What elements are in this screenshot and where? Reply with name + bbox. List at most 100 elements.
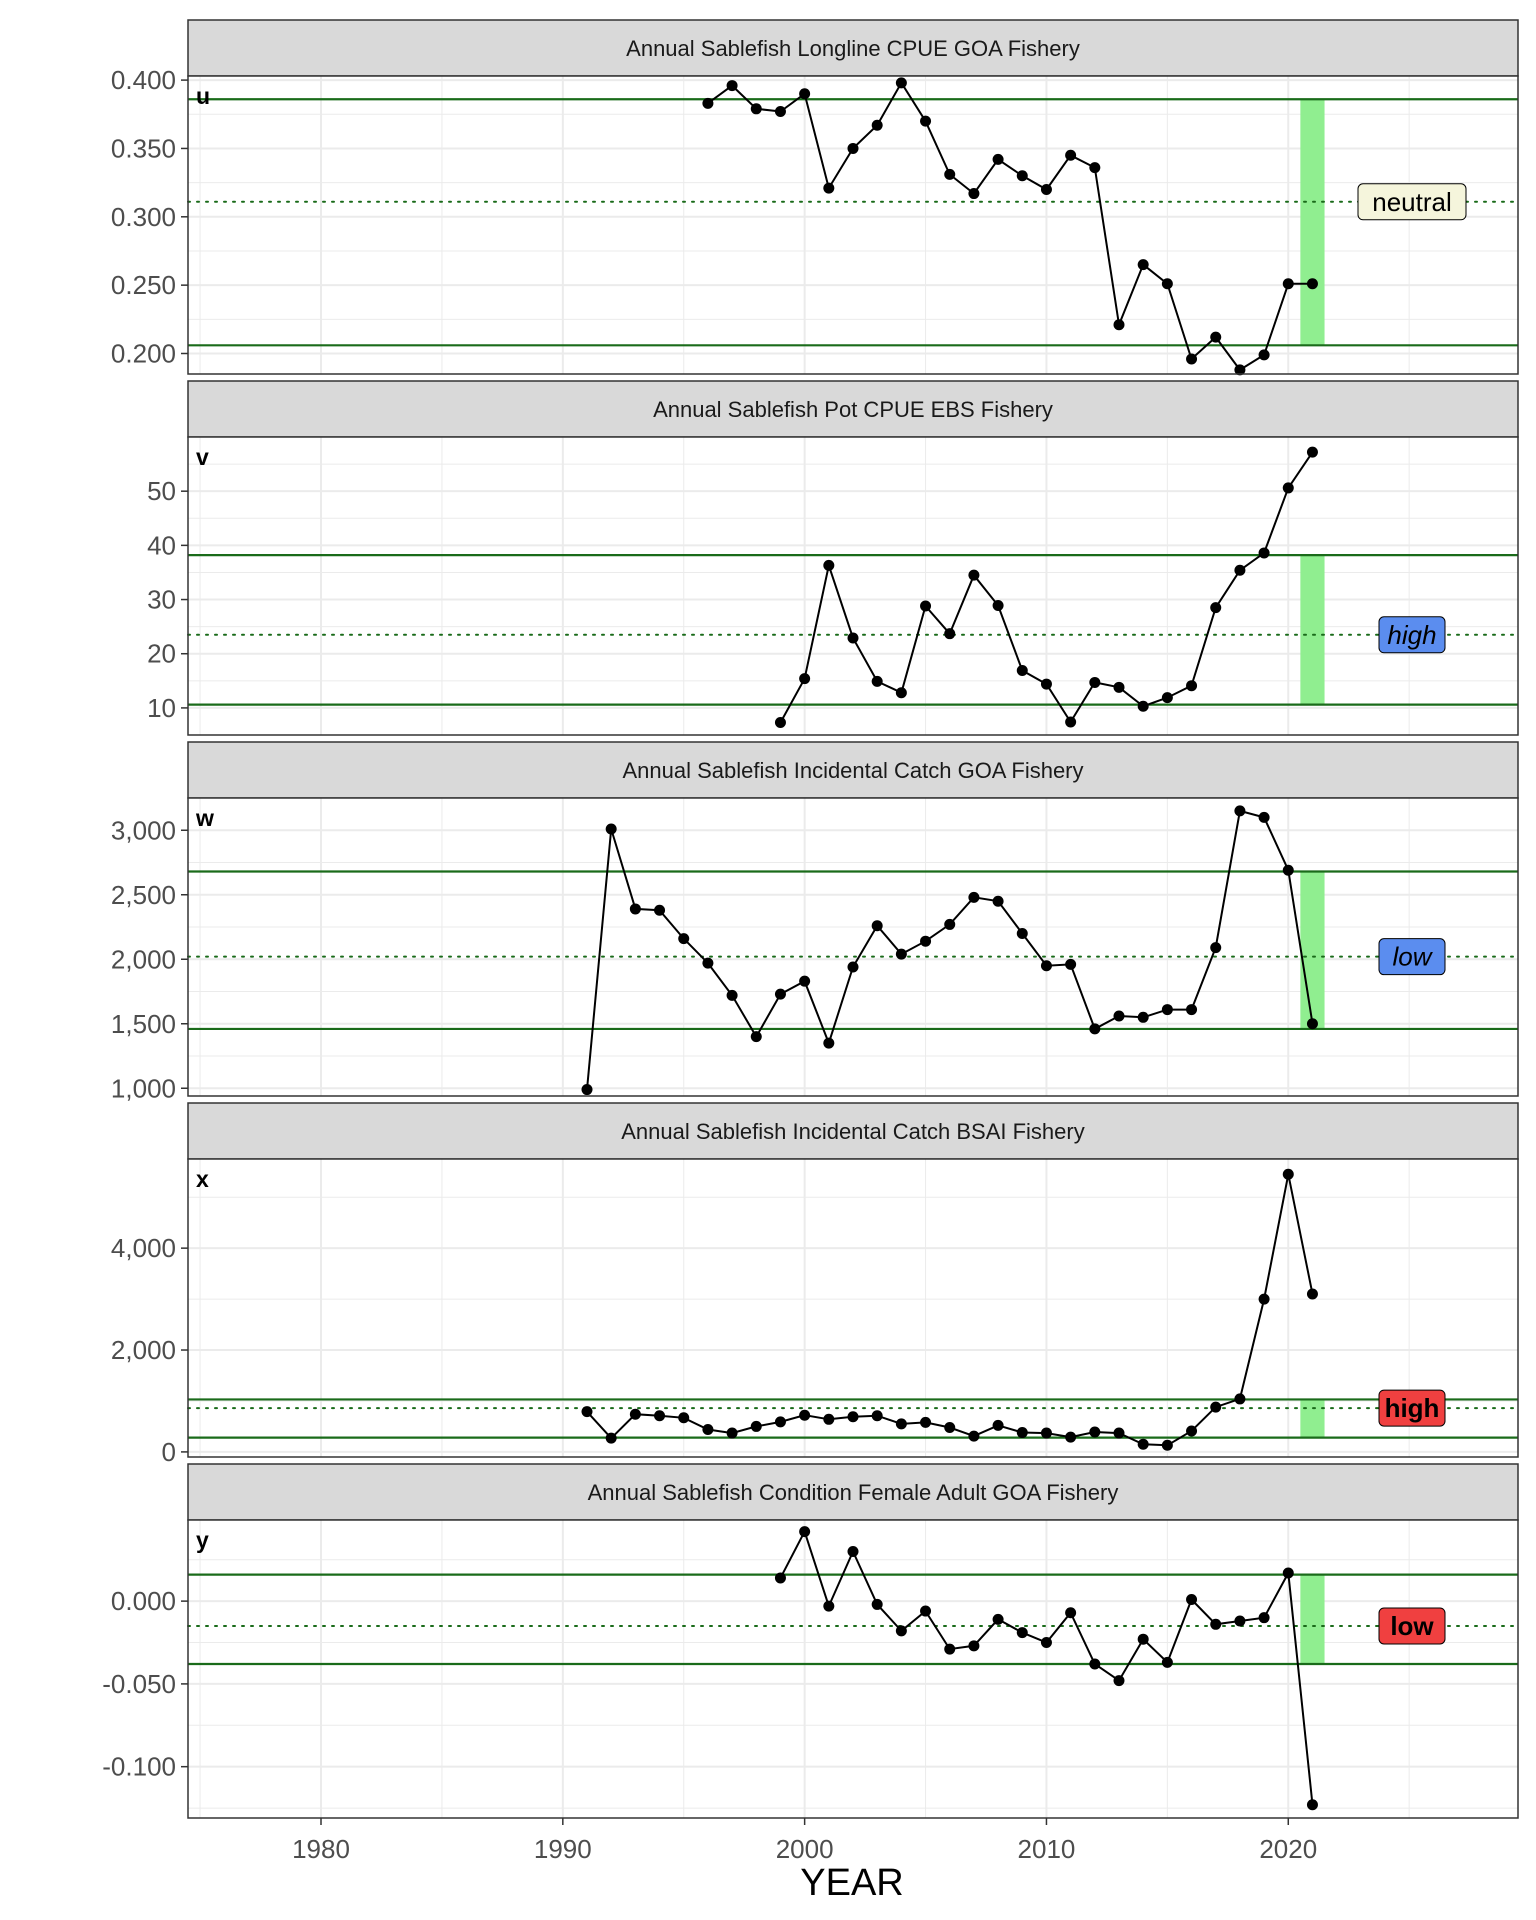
panel-strip xyxy=(187,19,1519,77)
data-point xyxy=(629,903,641,915)
data-point xyxy=(581,1406,593,1418)
data-point xyxy=(944,628,956,640)
data-point xyxy=(1089,1426,1101,1438)
data-point xyxy=(1258,1612,1270,1624)
panel-title: Annual Sablefish Longline CPUE GOA Fishe… xyxy=(626,36,1080,61)
x-tick-label: 1980 xyxy=(292,1834,350,1864)
data-point xyxy=(1186,353,1198,365)
y-tick-label: 10 xyxy=(147,693,176,723)
data-point xyxy=(1161,1439,1173,1451)
data-point xyxy=(1186,1425,1198,1437)
data-point xyxy=(1186,680,1198,692)
x-tick-label: 2000 xyxy=(776,1834,834,1864)
data-point xyxy=(605,1432,617,1444)
y-tick-label: 0.300 xyxy=(111,202,176,232)
data-point xyxy=(1234,1393,1246,1405)
panel-v: Annual Sablefish Pot CPUE EBS Fishery v 10… xyxy=(147,380,1519,736)
panels: Annual Sablefish Longline CPUE GOA Fishe… xyxy=(102,19,1519,1819)
y-tick-label: 20 xyxy=(147,639,176,669)
x-axis: 1980 1990 2000 2010 2020 xyxy=(292,1818,1317,1864)
status-badge-label: neutral xyxy=(1372,187,1452,217)
data-point xyxy=(871,1410,883,1422)
data-point xyxy=(1137,259,1149,271)
x-tick-label: 1990 xyxy=(534,1834,592,1864)
recent-year-highlight xyxy=(1300,871,1325,1029)
data-point xyxy=(968,1640,980,1652)
data-point xyxy=(678,1412,690,1424)
data-point xyxy=(992,153,1004,165)
data-point xyxy=(1016,1627,1028,1639)
data-point xyxy=(1040,1427,1052,1439)
status-badge xyxy=(1378,1607,1446,1645)
data-point xyxy=(799,673,811,685)
data-point xyxy=(774,717,786,729)
data-point xyxy=(944,1643,956,1655)
data-point xyxy=(968,569,980,581)
data-point xyxy=(581,1084,593,1096)
panel-tag: x xyxy=(196,1166,209,1192)
data-point xyxy=(895,687,907,699)
data-point xyxy=(702,1423,714,1435)
data-point xyxy=(920,600,932,612)
data-point xyxy=(1065,716,1077,728)
data-point xyxy=(726,80,738,92)
data-point xyxy=(1306,446,1318,458)
data-point xyxy=(992,1613,1004,1625)
data-point xyxy=(1258,349,1270,361)
data-point xyxy=(1258,1293,1270,1305)
panel-w: Annual Sablefish Incidental Catch GOA Fi… xyxy=(111,741,1519,1103)
panel-tag: y xyxy=(196,1527,209,1553)
data-point xyxy=(895,1625,907,1637)
data-point xyxy=(847,632,859,644)
data-point xyxy=(702,957,714,969)
data-point xyxy=(823,1413,835,1425)
data-point xyxy=(629,1408,641,1420)
data-point xyxy=(871,119,883,131)
data-point xyxy=(1016,1427,1028,1439)
data-point xyxy=(1186,1004,1198,1016)
status-badge xyxy=(1357,183,1467,221)
data-point xyxy=(1113,319,1125,331)
data-point xyxy=(823,1600,835,1612)
data-point xyxy=(774,106,786,118)
data-point xyxy=(944,1421,956,1433)
data-point xyxy=(1016,927,1028,939)
panel-border xyxy=(187,1519,1519,1819)
data-point xyxy=(1282,1567,1294,1579)
status-badge xyxy=(1378,938,1446,976)
data-point xyxy=(774,1572,786,1584)
panel-strip xyxy=(187,380,1519,438)
data-point xyxy=(799,88,811,100)
data-point xyxy=(799,1526,811,1538)
data-point xyxy=(1065,1607,1077,1619)
data-point xyxy=(1040,183,1052,195)
data-point xyxy=(992,895,1004,907)
data-point xyxy=(1282,482,1294,494)
data-point xyxy=(1089,1023,1101,1035)
panel-strip xyxy=(187,741,1519,799)
data-point xyxy=(1161,1004,1173,1016)
data-point xyxy=(1113,1675,1125,1687)
data-point xyxy=(654,904,666,916)
data-point xyxy=(1282,278,1294,290)
status-badge-label: high xyxy=(1387,620,1436,650)
status-badge xyxy=(1378,1389,1446,1427)
data-point xyxy=(968,188,980,200)
recent-year-highlight xyxy=(1300,99,1325,346)
panel-strip xyxy=(187,1102,1519,1160)
recent-year-highlight xyxy=(1300,1574,1325,1665)
data-point xyxy=(1306,1799,1318,1811)
data-point xyxy=(1040,1637,1052,1649)
data-point xyxy=(750,103,762,115)
y-tick-label: 50 xyxy=(147,476,176,506)
data-point xyxy=(1065,1431,1077,1443)
y-tick-label: 40 xyxy=(147,530,176,560)
data-point xyxy=(992,1419,1004,1431)
data-point xyxy=(871,1598,883,1610)
y-tick-label: -0.100 xyxy=(102,1752,176,1782)
panel-title: Annual Sablefish Pot CPUE EBS Fishery xyxy=(653,397,1053,422)
y-tick-label: 0.200 xyxy=(111,338,176,368)
panel-background xyxy=(188,1520,1518,1818)
data-point xyxy=(654,1410,666,1422)
